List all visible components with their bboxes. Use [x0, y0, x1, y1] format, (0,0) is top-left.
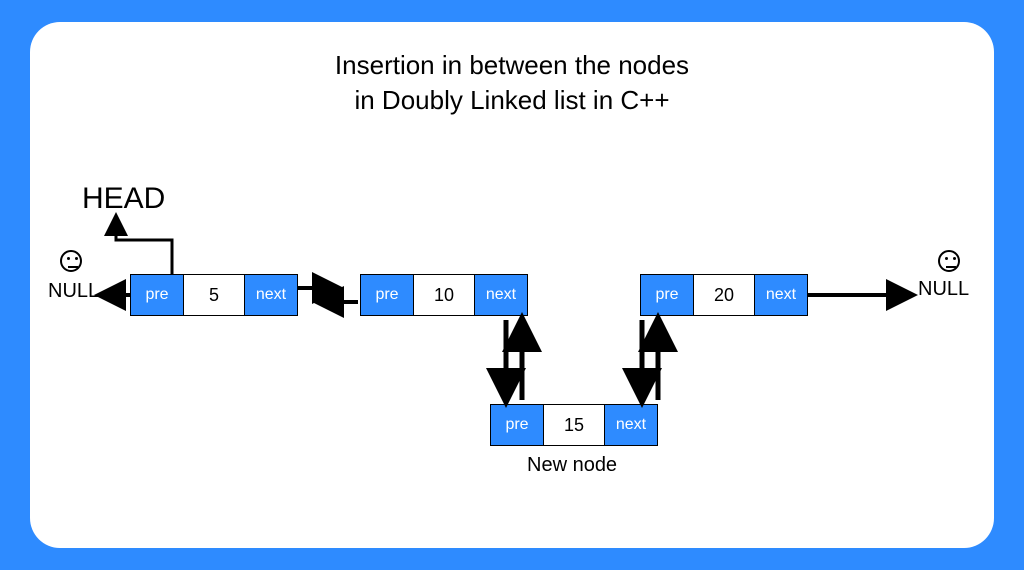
new-node-label: New node: [527, 454, 617, 477]
node-pre-cell: pre: [131, 275, 183, 315]
node-next-cell: next: [605, 405, 657, 445]
null-left-label: NULL: [48, 280, 99, 303]
new-node: pre 15 next: [490, 404, 658, 446]
neutral-face-icon: [938, 250, 960, 272]
list-node: pre 20 next: [640, 274, 808, 316]
neutral-face-icon: [60, 250, 82, 272]
node-next-cell: next: [755, 275, 807, 315]
node-value-cell: 15: [543, 405, 605, 445]
head-pointer-arrow: [116, 218, 172, 274]
title-line-2: in Doubly Linked list in C++: [354, 85, 669, 115]
title-line-1: Insertion in between the nodes: [335, 50, 689, 80]
node-value-cell: 5: [183, 275, 245, 315]
list-node: pre 5 next: [130, 274, 298, 316]
diagram-panel: Insertion in between the nodes in Doubly…: [30, 22, 994, 548]
node-next-cell: next: [245, 275, 297, 315]
node-next-cell: next: [475, 275, 527, 315]
node-pre-cell: pre: [361, 275, 413, 315]
diagram-title: Insertion in between the nodes in Doubly…: [30, 48, 994, 118]
null-right-label: NULL: [918, 278, 969, 301]
node-value-cell: 20: [693, 275, 755, 315]
list-node: pre 10 next: [360, 274, 528, 316]
node-value-cell: 10: [413, 275, 475, 315]
node-pre-cell: pre: [641, 275, 693, 315]
node-pre-cell: pre: [491, 405, 543, 445]
head-label: HEAD: [82, 182, 165, 216]
